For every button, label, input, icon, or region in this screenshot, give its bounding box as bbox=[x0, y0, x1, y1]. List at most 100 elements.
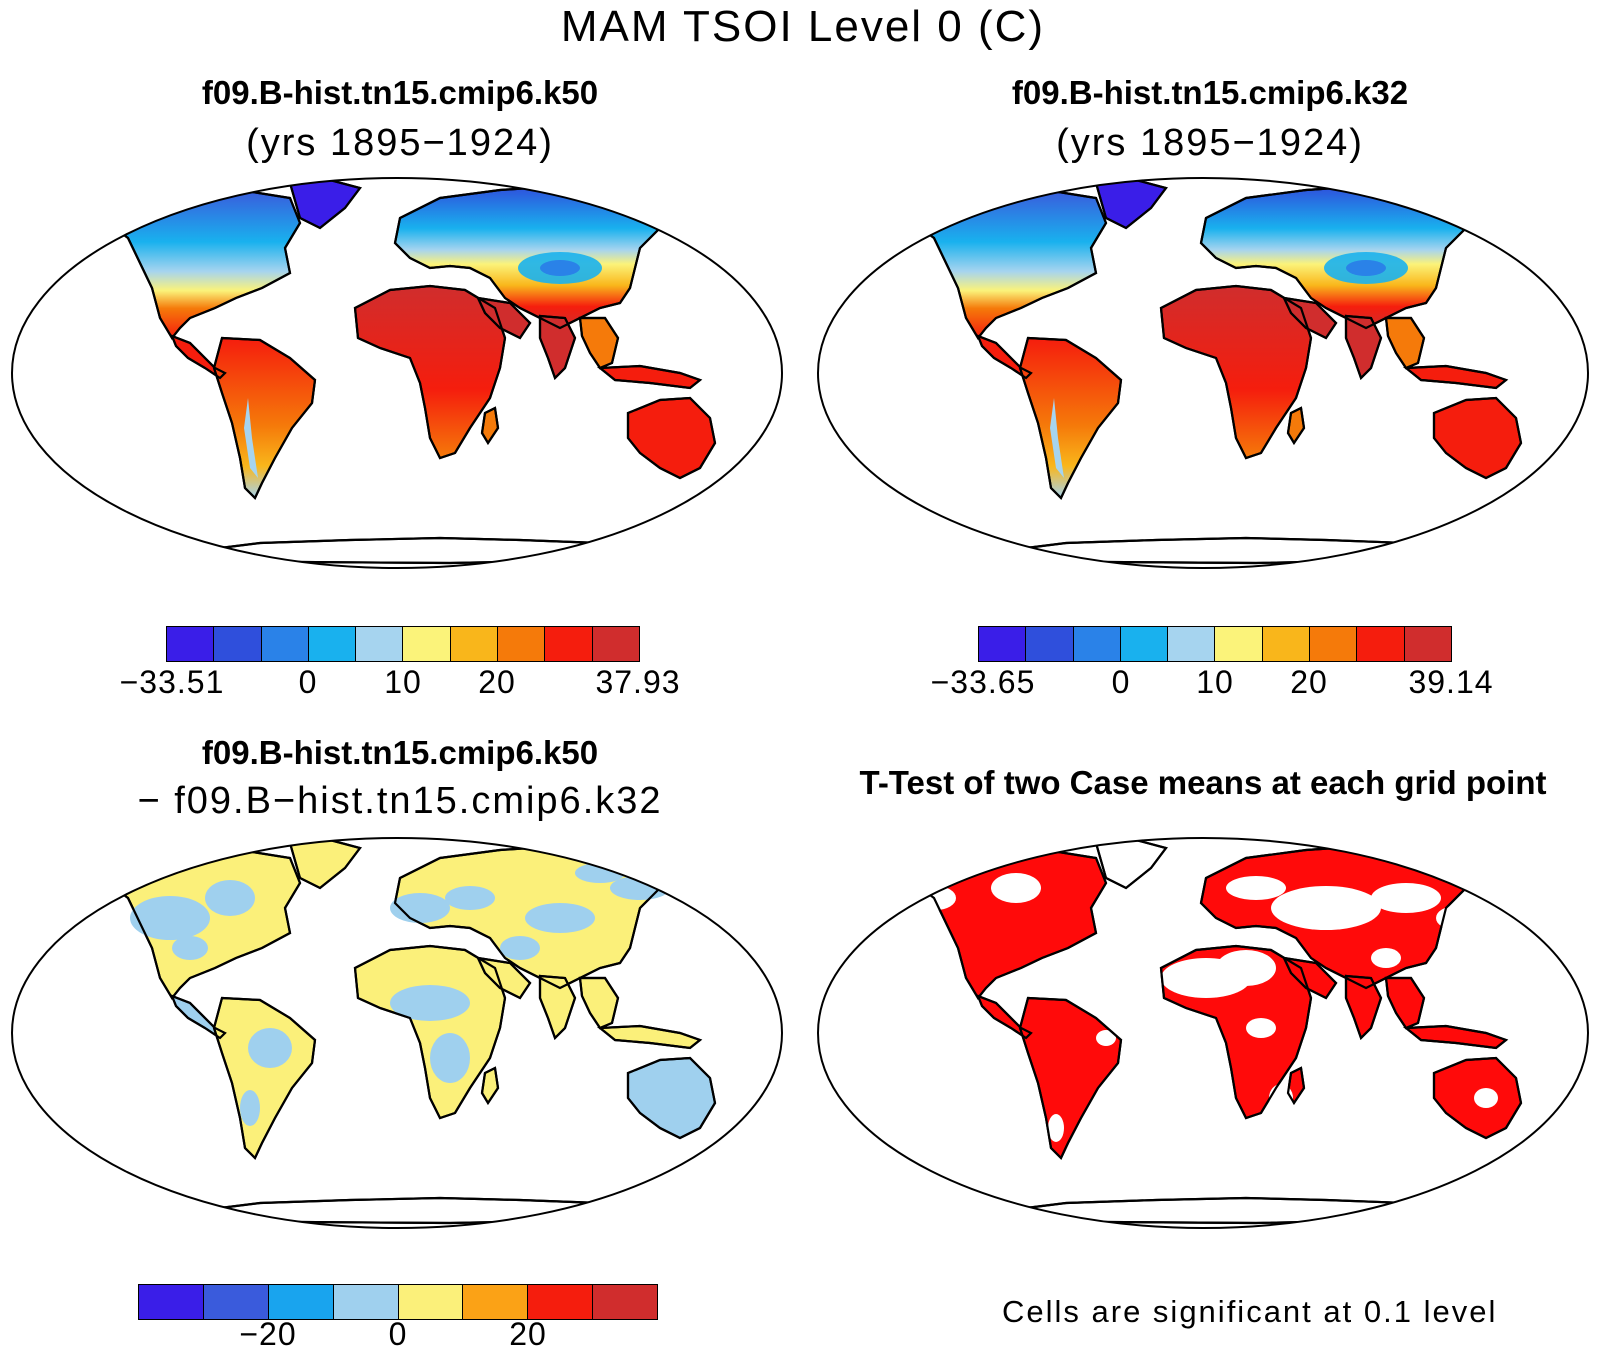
landmass-greenland bbox=[288, 178, 362, 230]
colorbar-swatch bbox=[1215, 627, 1263, 661]
andes-cold-strip bbox=[244, 398, 258, 478]
map-frame bbox=[817, 837, 1589, 1229]
map-frame bbox=[11, 177, 783, 569]
figure-title: MAM TSOI Level 0 (C) bbox=[560, 2, 1046, 51]
coastline-india bbox=[538, 314, 577, 381]
diff-cool-region bbox=[610, 876, 670, 900]
colorbar-k50-label-10: 10 bbox=[384, 664, 422, 700]
panel-ttest-title: T-Test of two Case means at each grid po… bbox=[859, 764, 1547, 801]
diff-cool-region bbox=[390, 985, 470, 1021]
coastline-southAmerica bbox=[1018, 996, 1123, 1160]
diff-cool-region bbox=[390, 893, 450, 923]
coastline-africa bbox=[353, 284, 507, 460]
colorbar-swatch bbox=[1310, 627, 1358, 661]
colorbar-k32-label-10: 10 bbox=[1196, 664, 1234, 700]
coastline-seAsia bbox=[578, 316, 620, 370]
colorbar-swatch bbox=[1262, 627, 1311, 661]
panel-diff-title: f09.B-hist.tn15.cmip6.k50 bbox=[201, 734, 599, 771]
tibet-core-region bbox=[1346, 260, 1386, 276]
colorbar-k50-label-20: 20 bbox=[478, 664, 516, 700]
colorbar-swatch bbox=[356, 627, 404, 661]
colorbar-diff bbox=[138, 1284, 658, 1320]
coastline-australia bbox=[1432, 396, 1523, 480]
coastline-seAsia bbox=[1384, 976, 1426, 1030]
colorbar-swatch bbox=[139, 1285, 204, 1319]
coastline-indonesia bbox=[597, 364, 703, 390]
colorbar-swatch bbox=[1357, 627, 1405, 661]
coastline-antarctica bbox=[179, 536, 641, 565]
coastline-centralAmerica bbox=[170, 334, 227, 380]
panel-k32-title: f09.B-hist.tn15.cmip6.k32 bbox=[1011, 74, 1409, 111]
colorbar-k32-label-min: −33.65 bbox=[930, 664, 1036, 700]
colorbar-diff-label-20: 20 bbox=[509, 1316, 547, 1352]
coastline-indonesia bbox=[1403, 364, 1509, 390]
colorbar-k32-label-0: 0 bbox=[1111, 664, 1131, 700]
colorbar-swatch bbox=[167, 627, 215, 661]
coastline-seAsia bbox=[578, 976, 620, 1030]
coastline-arabia bbox=[1282, 956, 1338, 1000]
coastline-indonesia bbox=[1403, 1024, 1509, 1050]
coastline-africa bbox=[1159, 944, 1313, 1120]
colorbar-swatch bbox=[1026, 627, 1074, 661]
diff-cool-region bbox=[445, 886, 495, 910]
landmass-indonesia bbox=[1403, 1024, 1509, 1050]
coastline-india bbox=[538, 974, 577, 1041]
colorbar-k50-label-min: −33.51 bbox=[119, 664, 225, 700]
not-significant-region bbox=[1096, 1030, 1116, 1046]
coastline-arabia bbox=[476, 956, 532, 1000]
panel-k32-subtitle: (yrs 1895−1924) bbox=[1056, 122, 1364, 164]
coastline-arabia bbox=[476, 296, 532, 340]
map-ttest-content bbox=[817, 837, 1589, 1229]
map-frame bbox=[11, 837, 783, 1229]
landmass-northAmerica bbox=[98, 188, 302, 340]
colorbar-swatch bbox=[1404, 627, 1451, 661]
colorbar-k32-label-20: 20 bbox=[1290, 664, 1328, 700]
landmass-northAmerica bbox=[904, 848, 1108, 1000]
landmass-greenland bbox=[1094, 838, 1168, 890]
coastline-arabia bbox=[1282, 296, 1338, 340]
coastline-india bbox=[1344, 974, 1383, 1041]
diff-cool-region bbox=[525, 903, 595, 933]
colorbar-swatch bbox=[593, 1285, 657, 1319]
colorbar-swatch bbox=[1168, 627, 1216, 661]
landmass-northAmerica bbox=[904, 188, 1108, 340]
coastline-africa bbox=[1159, 284, 1313, 460]
colorbar-swatch bbox=[398, 1285, 464, 1319]
coastline-australia bbox=[626, 1056, 717, 1140]
not-significant-region bbox=[991, 873, 1041, 903]
not-significant-region bbox=[1474, 1088, 1498, 1108]
colorbar-swatch bbox=[1120, 627, 1169, 661]
colorbar-swatch bbox=[308, 627, 357, 661]
colorbar-swatch bbox=[450, 627, 499, 661]
colorbar-swatch bbox=[261, 627, 309, 661]
not-significant-region bbox=[1226, 876, 1286, 900]
coastline-centralAmerica bbox=[976, 334, 1033, 380]
colorbar-swatch bbox=[979, 627, 1027, 661]
colorbar-swatch bbox=[214, 627, 262, 661]
colorbar-k50 bbox=[166, 626, 640, 662]
coastline-indonesia bbox=[597, 1024, 703, 1050]
panel-diff-subtitle: − f09.B−hist.tn15.cmip6.k32 bbox=[137, 780, 663, 822]
coastline-centralAmerica bbox=[976, 994, 1033, 1040]
not-significant-region bbox=[1371, 948, 1401, 968]
coastline-africa bbox=[353, 944, 507, 1120]
map-frame bbox=[817, 177, 1589, 569]
colorbar-swatch bbox=[528, 1285, 594, 1319]
not-significant-region bbox=[1371, 883, 1441, 913]
map-k50 bbox=[11, 177, 783, 569]
colorbar-swatch bbox=[463, 1285, 529, 1319]
map-k32-content bbox=[817, 177, 1589, 569]
panel-k50-subtitle: (yrs 1895−1924) bbox=[246, 122, 554, 164]
colorbar-swatch bbox=[268, 1285, 334, 1319]
diff-cool-region bbox=[172, 936, 208, 960]
coastline-india bbox=[1344, 314, 1383, 381]
coastline-southAmerica bbox=[212, 996, 317, 1160]
colorbar-swatch bbox=[403, 627, 451, 661]
ttest-significance-note: Cells are significant at 0.1 level bbox=[1002, 1294, 1498, 1329]
colorbar-swatch bbox=[498, 627, 546, 661]
coastline-australia bbox=[626, 396, 717, 480]
map-diff bbox=[11, 837, 783, 1229]
colorbar-swatch bbox=[203, 1285, 269, 1319]
map-diff-content bbox=[11, 837, 783, 1229]
coastline-madagascar bbox=[480, 406, 500, 446]
